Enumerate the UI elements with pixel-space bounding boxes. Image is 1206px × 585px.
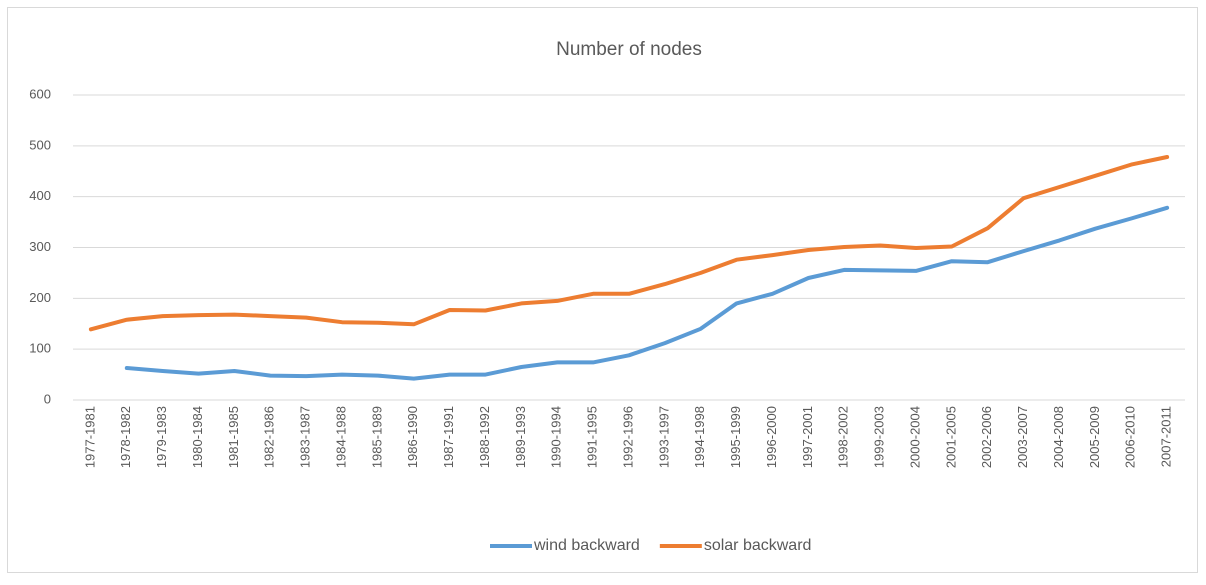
x-tick-label: 1997-2001 <box>800 406 815 468</box>
y-tick-label: 100 <box>29 341 51 356</box>
x-tick-label: 1986-1990 <box>405 406 420 468</box>
x-tick-label: 1989-1993 <box>513 406 528 468</box>
x-tick-label: 2002-2006 <box>979 406 994 468</box>
x-tick-label: 1984-1988 <box>333 406 348 468</box>
x-tick-label: 1979-1983 <box>154 406 169 468</box>
y-tick-label: 0 <box>44 391 51 406</box>
x-tick-label: 1985-1989 <box>369 406 384 468</box>
x-tick-label: 1978-1982 <box>118 406 133 468</box>
x-tick-label: 1983-1987 <box>298 406 313 468</box>
x-tick-label: 1982-1986 <box>262 406 277 468</box>
legend-label: wind backward <box>533 537 640 554</box>
series-line <box>124 205 1170 381</box>
x-tick-label: 1977-1981 <box>82 406 97 468</box>
x-tick-label: 1980-1984 <box>190 406 205 468</box>
chart-border <box>7 7 1198 573</box>
x-tick-label: 2001-2005 <box>943 406 958 468</box>
x-tick-label: 2007-2011 <box>1159 406 1174 467</box>
x-tick-label: 1990-1994 <box>549 406 564 468</box>
x-tick-label: 2005-2009 <box>1087 406 1102 468</box>
x-tick-label: 1987-1991 <box>441 406 456 468</box>
x-tick-label: 1994-1998 <box>692 406 707 468</box>
x-tick-label: 2006-2010 <box>1123 406 1138 468</box>
x-tick-label: 1995-1999 <box>728 406 743 468</box>
x-tick-label: 1991-1995 <box>585 406 600 468</box>
x-tick-label: 1981-1985 <box>226 406 241 468</box>
x-tick-label: 2003-2007 <box>1015 406 1030 468</box>
x-tick-label: 1996-2000 <box>764 406 779 468</box>
x-tick-label: 1998-2002 <box>836 406 851 468</box>
x-tick-label: 1988-1992 <box>477 406 492 468</box>
legend-label: solar backward <box>704 537 812 554</box>
series-line <box>88 155 1170 332</box>
chart-title: Number of nodes <box>556 39 702 60</box>
y-tick-label: 600 <box>29 86 51 101</box>
y-tick-label: 500 <box>29 137 51 152</box>
x-tick-label: 1992-1996 <box>620 406 635 468</box>
x-tick-label: 1993-1997 <box>656 406 671 468</box>
y-tick-label: 300 <box>29 239 51 254</box>
x-tick-label: 2004-2008 <box>1051 406 1066 468</box>
y-tick-label: 200 <box>29 290 51 305</box>
y-tick-label: 400 <box>29 188 51 203</box>
x-tick-label: 1999-2003 <box>872 406 887 468</box>
x-tick-label: 2000-2004 <box>907 406 922 468</box>
